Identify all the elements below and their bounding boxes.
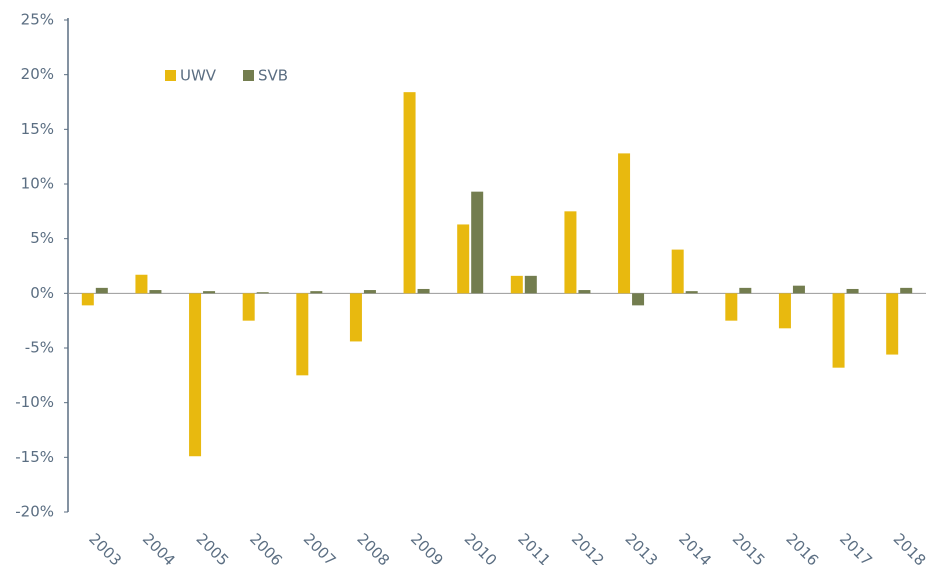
bar — [349, 293, 362, 342]
x-tick-label: 2006 — [246, 530, 286, 565]
y-tick-label: 25% — [21, 11, 54, 29]
y-tick-label: -20% — [15, 503, 54, 521]
legend-swatch — [243, 70, 254, 81]
y-tick-label: -5% — [25, 339, 54, 357]
bar — [242, 293, 255, 321]
x-tick-label: 2009 — [407, 530, 447, 565]
legend-swatch — [165, 70, 176, 81]
bar — [739, 287, 752, 294]
bar — [417, 288, 430, 294]
bar — [685, 291, 698, 294]
x-tick-label: 2015 — [729, 530, 769, 565]
bar — [403, 92, 416, 294]
x-tick-label: 2017 — [836, 530, 876, 565]
bar — [510, 275, 523, 294]
bar — [524, 275, 537, 294]
bar — [457, 224, 470, 294]
legend-label: UWV — [180, 67, 217, 85]
bar — [725, 293, 738, 321]
x-tick-label: 2013 — [622, 530, 662, 565]
x-tick-label: 2016 — [782, 530, 822, 565]
bar — [832, 293, 845, 368]
y-tick-label: 15% — [21, 120, 54, 138]
x-tick-label: 2003 — [85, 530, 125, 565]
bar — [564, 211, 577, 294]
bar — [846, 288, 859, 294]
x-tick-label: 2011 — [514, 530, 554, 565]
bar — [632, 293, 645, 306]
x-tick-label: 2007 — [300, 530, 340, 565]
x-tick-label: 2008 — [353, 530, 393, 565]
bar — [203, 291, 216, 294]
bar — [95, 287, 108, 294]
y-tick-label: -15% — [15, 448, 54, 466]
y-tick-label: 5% — [30, 229, 54, 247]
legend-label: SVB — [258, 67, 288, 85]
x-tick-label: 2014 — [675, 530, 715, 565]
bar — [363, 290, 376, 294]
y-tick-label: 10% — [21, 175, 54, 193]
bar — [296, 293, 309, 376]
bar — [310, 291, 323, 294]
x-tick-label: 2004 — [139, 530, 179, 565]
bar — [256, 292, 269, 294]
y-tick-label: 20% — [21, 65, 54, 83]
bar — [471, 191, 484, 294]
bar — [671, 249, 684, 294]
bar — [578, 290, 591, 294]
x-tick-label: 2018 — [890, 530, 928, 565]
bar — [886, 293, 899, 355]
x-tick-label: 2012 — [568, 530, 608, 565]
bar — [618, 153, 631, 294]
bar — [81, 293, 94, 306]
y-tick-label: -10% — [15, 393, 54, 411]
bar — [149, 290, 162, 294]
x-tick-label: 2005 — [193, 530, 233, 565]
bar — [135, 274, 148, 294]
bar — [900, 287, 913, 294]
bar — [189, 293, 202, 457]
bar — [792, 285, 805, 294]
bar — [778, 293, 791, 329]
y-tick-label: 0% — [30, 284, 54, 302]
x-tick-label: 2010 — [461, 530, 501, 565]
